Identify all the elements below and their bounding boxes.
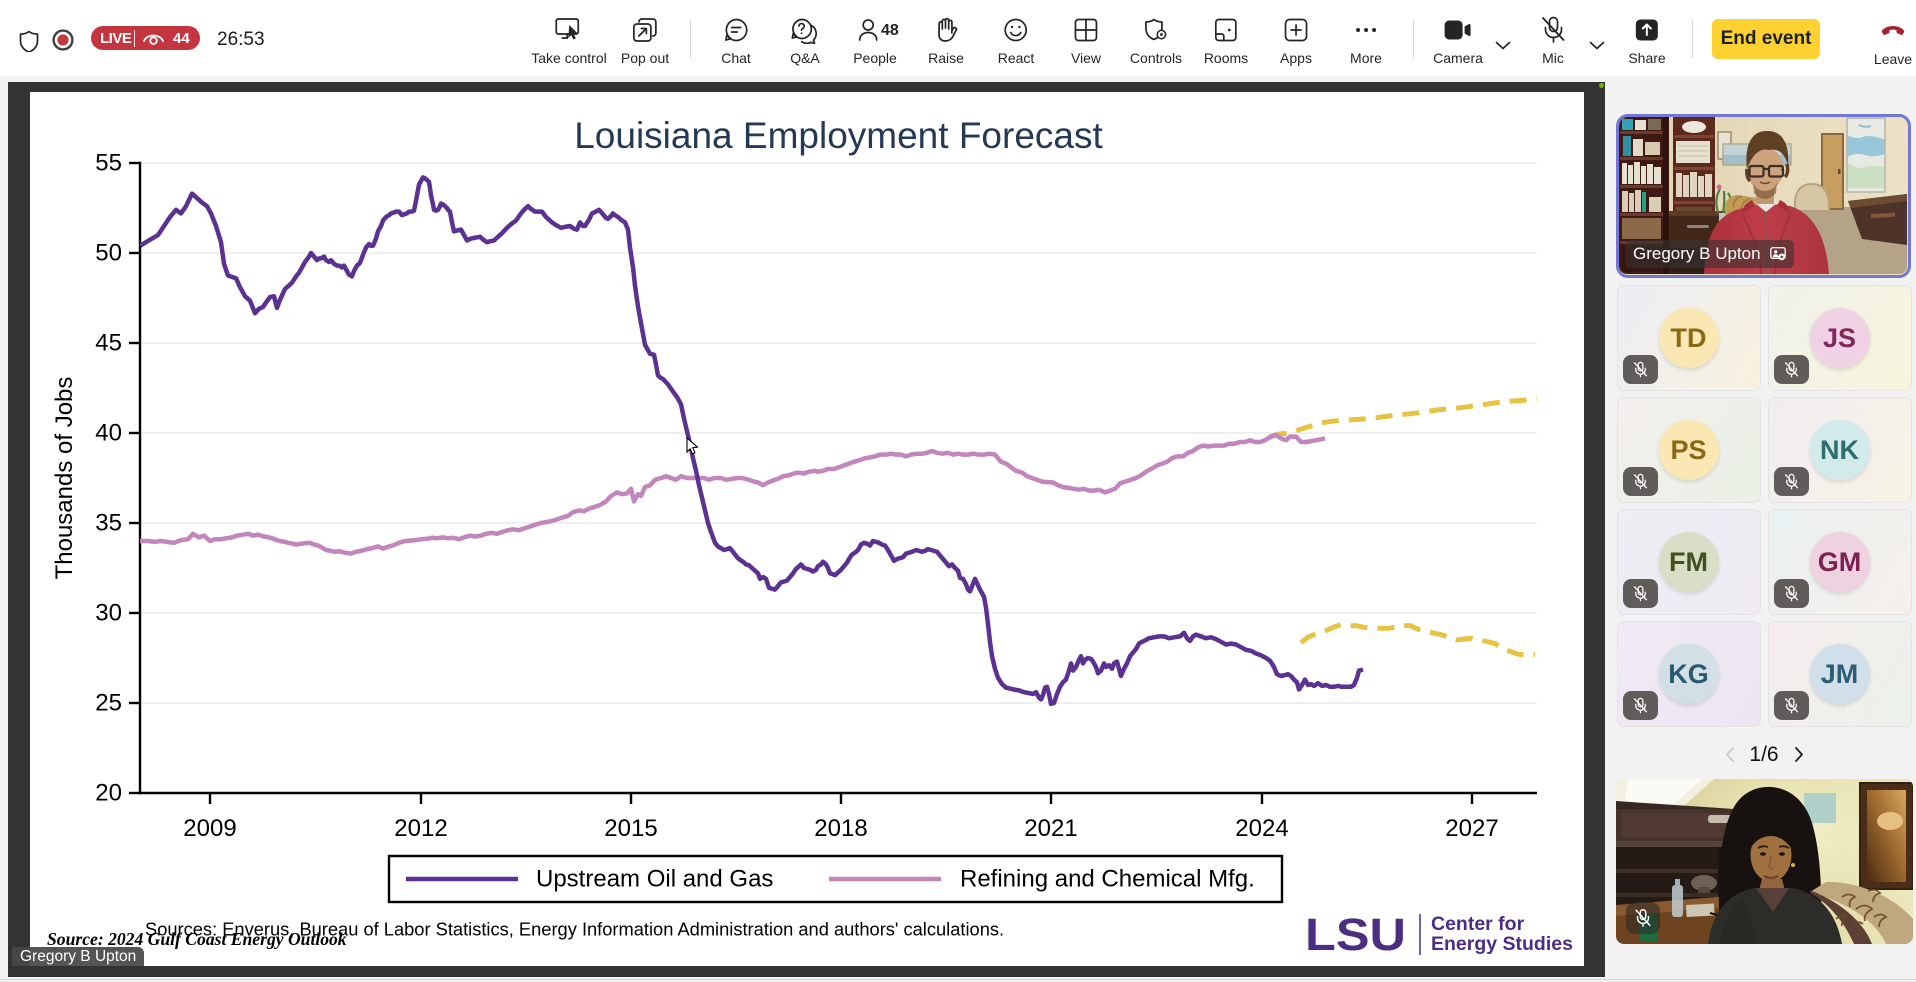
svg-text:Center for: Center for [1431,913,1525,935]
svg-text:Sources: Enverus, Bureau of La: Sources: Enverus, Bureau of Labor Statis… [145,919,1004,940]
svg-text:Upstream Oil and Gas: Upstream Oil and Gas [536,866,773,893]
svg-text:20: 20 [95,780,122,807]
svg-text:55: 55 [95,150,122,177]
svg-text:2024: 2024 [1235,815,1288,842]
svg-text:Energy Studies: Energy Studies [1431,933,1573,955]
svg-text:Refining and Chemical Mfg.: Refining and Chemical Mfg. [960,866,1255,893]
svg-text:2015: 2015 [604,815,657,842]
svg-text:Thousands of Jobs: Thousands of Jobs [51,377,78,580]
svg-text:2009: 2009 [183,815,236,842]
svg-text:50: 50 [95,240,122,267]
svg-text:35: 35 [95,510,122,537]
svg-text:2012: 2012 [394,815,447,842]
svg-text:30: 30 [95,600,122,627]
svg-text:45: 45 [95,330,122,357]
svg-text:Source: 2024 Gulf Coast Energy: Source: 2024 Gulf Coast Energy Outlook [47,929,347,949]
svg-text:LSU: LSU [1305,909,1406,960]
svg-text:40: 40 [95,420,122,447]
svg-text:2027: 2027 [1445,815,1498,842]
svg-text:25: 25 [95,690,122,717]
svg-text:2018: 2018 [814,815,867,842]
svg-text:2021: 2021 [1024,815,1077,842]
